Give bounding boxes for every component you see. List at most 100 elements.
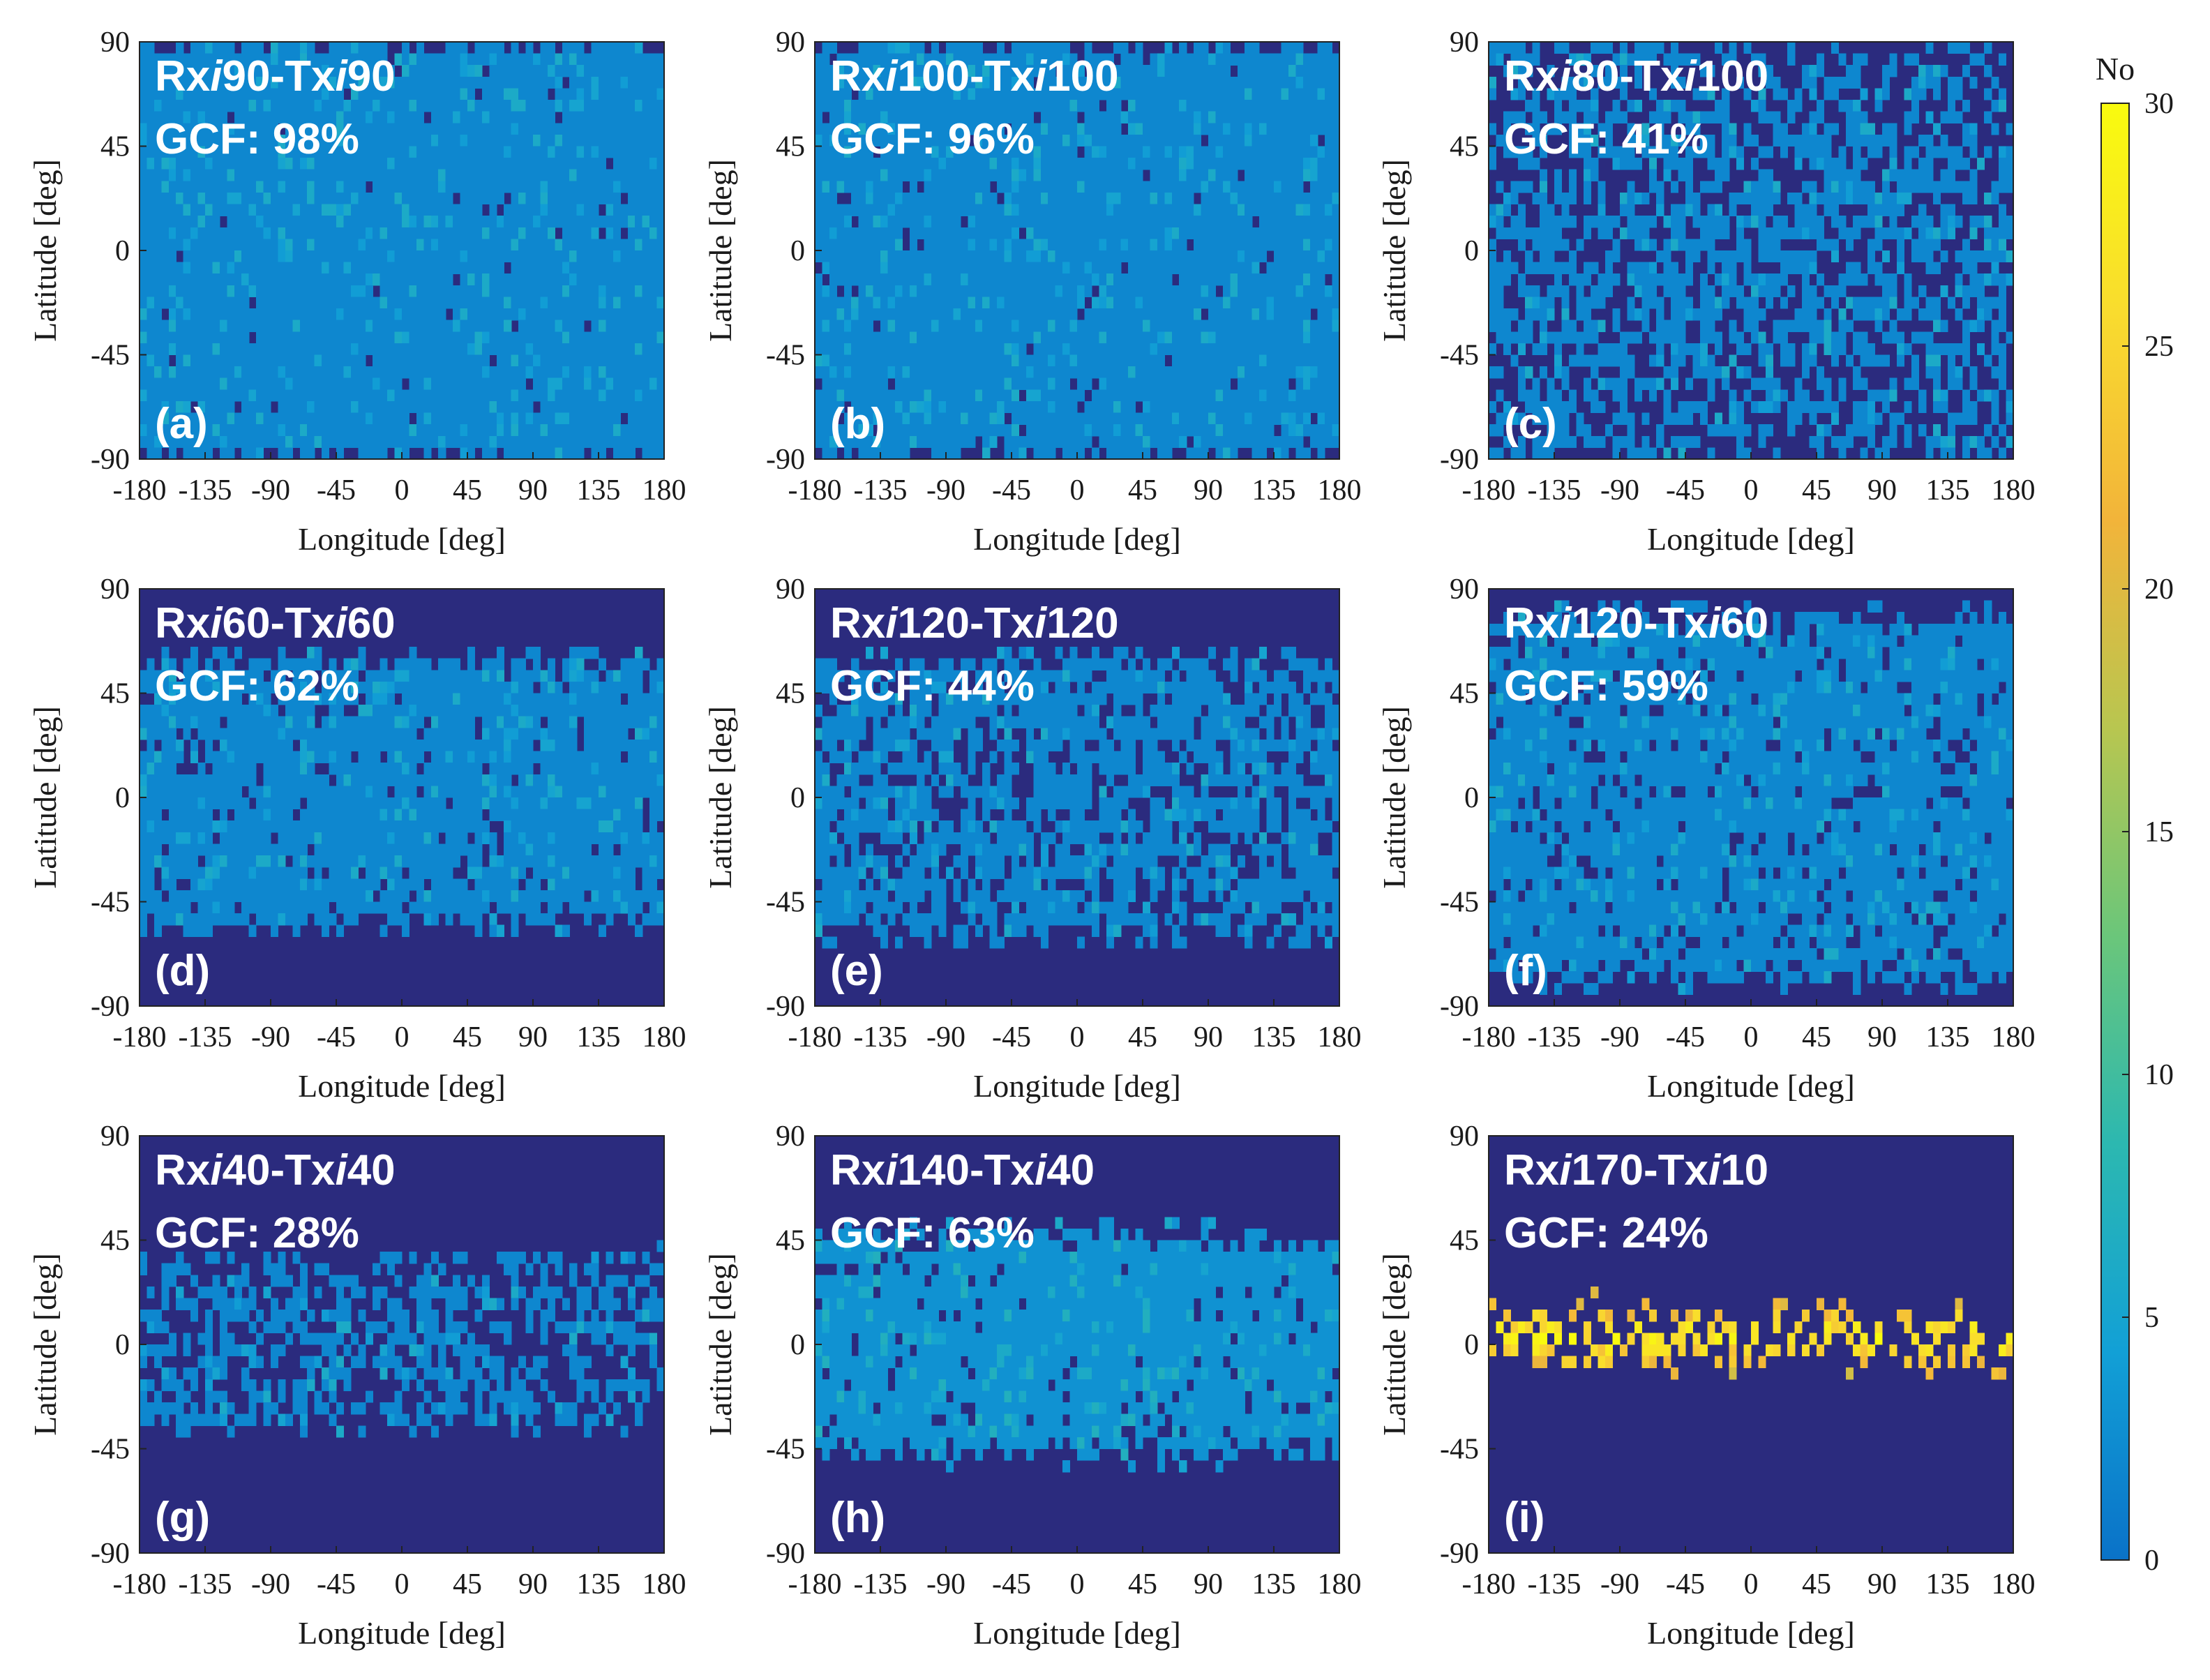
heatmap-cell	[1128, 204, 1136, 216]
heatmap-cell	[263, 227, 271, 239]
heatmap-cell	[416, 377, 424, 390]
heatmap-cell	[1012, 389, 1020, 402]
heatmap-cell	[416, 250, 424, 263]
heatmap-cell	[423, 53, 432, 66]
heatmap-cell	[547, 169, 555, 181]
heatmap-cell	[533, 273, 541, 286]
heatmap-cell	[168, 308, 176, 321]
heatmap-cell	[620, 158, 629, 170]
heatmap-cell	[1281, 377, 1289, 390]
heatmap-cell	[234, 377, 242, 390]
heatmap-cell	[1099, 424, 1107, 437]
heatmap-cell	[858, 227, 866, 239]
heatmap-cell	[314, 76, 322, 89]
heatmap-cell	[234, 250, 242, 263]
heatmap-cell	[1325, 169, 1333, 181]
heatmap-cell	[322, 227, 330, 239]
heatmap-cell	[307, 400, 315, 414]
heatmap-cell	[379, 285, 388, 298]
heatmap-cell	[140, 88, 148, 100]
heatmap-cell	[234, 331, 242, 344]
heatmap-cell	[540, 343, 548, 356]
heatmap-cell	[314, 204, 322, 216]
heatmap-cell	[917, 343, 925, 356]
heatmap-cell	[402, 181, 410, 193]
heatmap-cell	[606, 239, 614, 251]
heatmap-cell	[1281, 227, 1289, 239]
heatmap-cell	[858, 250, 866, 263]
heatmap-cell	[373, 111, 381, 123]
heatmap-cell	[241, 343, 250, 356]
heatmap-cell	[1208, 331, 1217, 344]
heatmap-cell	[1120, 239, 1129, 251]
heatmap-cell	[656, 169, 665, 181]
heatmap-cell	[887, 424, 896, 437]
heatmap-cell	[1281, 42, 1289, 54]
heatmap-cell	[438, 412, 446, 425]
heatmap-cell	[931, 297, 940, 309]
heatmap-cell	[467, 447, 476, 460]
heatmap-cell	[205, 331, 213, 344]
heatmap-cell	[924, 320, 932, 332]
heatmap-cell	[161, 88, 170, 100]
heatmap-cell	[1164, 192, 1173, 205]
heatmap-cell	[547, 412, 555, 425]
heatmap-cell	[612, 320, 621, 332]
heatmap-cell	[409, 424, 417, 437]
heatmap-cell	[953, 435, 961, 448]
heatmap-cell	[1295, 76, 1304, 89]
heatmap-cell	[1332, 88, 1340, 100]
heatmap-cell	[924, 354, 932, 367]
heatmap-cell	[278, 320, 286, 332]
heatmap-cell	[880, 53, 889, 66]
heatmap-cell	[642, 366, 650, 379]
heatmap-cell	[467, 192, 476, 205]
heatmap-cell	[467, 424, 476, 437]
heatmap-cell	[866, 250, 874, 263]
heatmap-cell	[241, 308, 250, 321]
heatmap-cell	[1302, 308, 1311, 321]
heatmap-cell	[1179, 308, 1187, 321]
heatmap-cell	[474, 320, 483, 332]
heatmap-cell	[975, 343, 983, 356]
heatmap-cell	[569, 262, 578, 274]
heatmap-cell	[822, 216, 830, 228]
heatmap-cell	[642, 216, 650, 228]
heatmap-cell	[599, 389, 607, 402]
heatmap-cell	[489, 343, 497, 356]
heatmap-cell	[656, 111, 665, 123]
heatmap-cell	[924, 262, 932, 274]
heatmap-cell	[822, 331, 830, 344]
heatmap-cell	[902, 320, 910, 332]
heatmap-cell	[322, 331, 330, 344]
heatmap-cell	[909, 320, 917, 332]
heatmap-cell	[445, 273, 453, 286]
heatmap-cell	[336, 134, 345, 147]
heatmap-cell	[140, 377, 148, 390]
heatmap-cell	[989, 424, 998, 437]
heatmap-cell	[902, 424, 910, 437]
heatmap-cell	[1295, 123, 1304, 135]
heatmap-cell	[153, 239, 162, 251]
heatmap-cell	[968, 285, 976, 298]
heatmap-cell	[1186, 377, 1194, 390]
heatmap-cell	[1084, 216, 1092, 228]
heatmap-cell	[190, 42, 199, 54]
heatmap-cell	[569, 424, 578, 437]
heatmap-cell	[851, 100, 859, 112]
heatmap-cell	[1084, 100, 1092, 112]
heatmap-cell	[1259, 250, 1268, 263]
heatmap-cell	[430, 400, 439, 414]
heatmap-cell	[997, 134, 1005, 147]
heatmap-cell	[1143, 297, 1151, 309]
heatmap-cell	[1048, 250, 1056, 263]
heatmap-cell	[474, 331, 483, 344]
heatmap-cell	[873, 216, 881, 228]
heatmap-cell	[924, 273, 932, 286]
heatmap-cell	[504, 320, 512, 332]
heatmap-cell	[887, 343, 896, 356]
heatmap-cell	[1062, 273, 1071, 286]
heatmap-cell	[1186, 285, 1194, 298]
heatmap-cell	[924, 389, 932, 402]
heatmap-cell	[555, 435, 563, 448]
